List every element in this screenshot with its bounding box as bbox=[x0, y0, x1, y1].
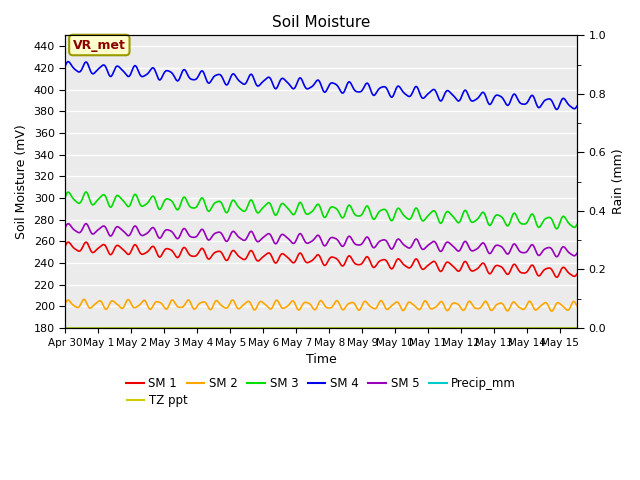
Legend: TZ ppt: TZ ppt bbox=[122, 390, 193, 412]
Y-axis label: Soil Moisture (mV): Soil Moisture (mV) bbox=[15, 124, 28, 239]
Text: VR_met: VR_met bbox=[73, 38, 126, 51]
Title: Soil Moisture: Soil Moisture bbox=[272, 15, 371, 30]
X-axis label: Time: Time bbox=[306, 353, 337, 366]
Y-axis label: Rain (mm): Rain (mm) bbox=[612, 149, 625, 215]
